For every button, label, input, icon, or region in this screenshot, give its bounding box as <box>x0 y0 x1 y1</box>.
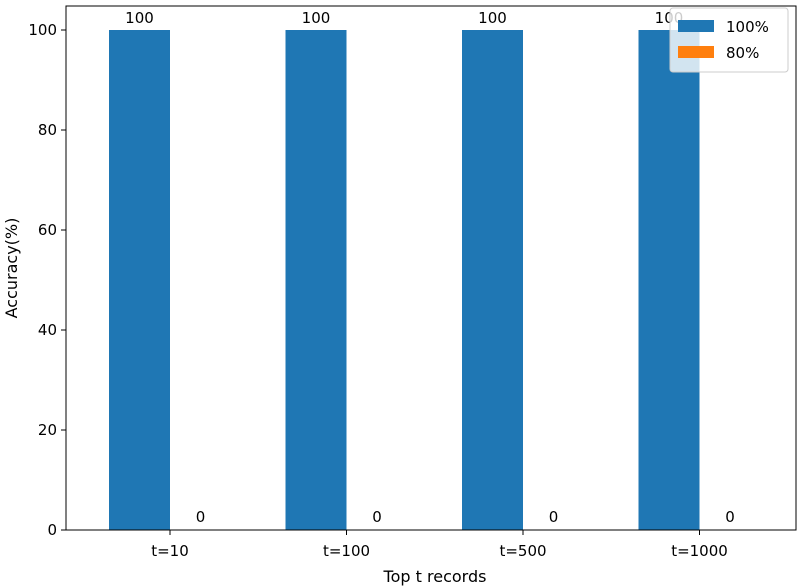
legend-swatch <box>678 46 714 58</box>
y-tick-label: 100 <box>28 21 57 39</box>
x-axis-label: Top t records <box>383 567 487 586</box>
bar-100pct-t-10 <box>109 30 170 530</box>
bar-value-label: 100 <box>125 9 154 27</box>
legend-label: 100% <box>726 18 769 36</box>
legend-swatch <box>678 20 714 32</box>
bar-100pct-t-500 <box>462 30 523 530</box>
y-axis-label: Accuracy(%) <box>2 218 21 319</box>
legend-label: 80% <box>726 44 759 62</box>
bar-value-label: 100 <box>478 9 507 27</box>
y-tick-label: 40 <box>38 321 57 339</box>
bar-value-label: 0 <box>372 508 382 526</box>
x-tick-label: t=10 <box>151 542 189 560</box>
plot-frame <box>65 5 797 531</box>
y-tick-label: 80 <box>38 121 57 139</box>
bar-value-label: 0 <box>725 508 735 526</box>
y-tick-label: 20 <box>38 421 57 439</box>
x-tick-label: t=1000 <box>671 542 728 560</box>
x-tick-label: t=100 <box>323 542 370 560</box>
bar-100pct-t-1000 <box>638 30 700 530</box>
x-tick-label: t=500 <box>499 542 546 560</box>
legend: 100% 80% <box>669 7 789 73</box>
y-tick-label: 0 <box>47 521 57 539</box>
bar-value-label: 0 <box>549 508 559 526</box>
bar-value-label: 0 <box>196 508 206 526</box>
bar-value-label: 100 <box>302 9 331 27</box>
y-tick-label: 60 <box>38 221 57 239</box>
bar-100pct-t-100 <box>285 30 347 530</box>
plot-area: 1000t=101000t=1001000t=5001000t=10000204… <box>28 5 797 560</box>
